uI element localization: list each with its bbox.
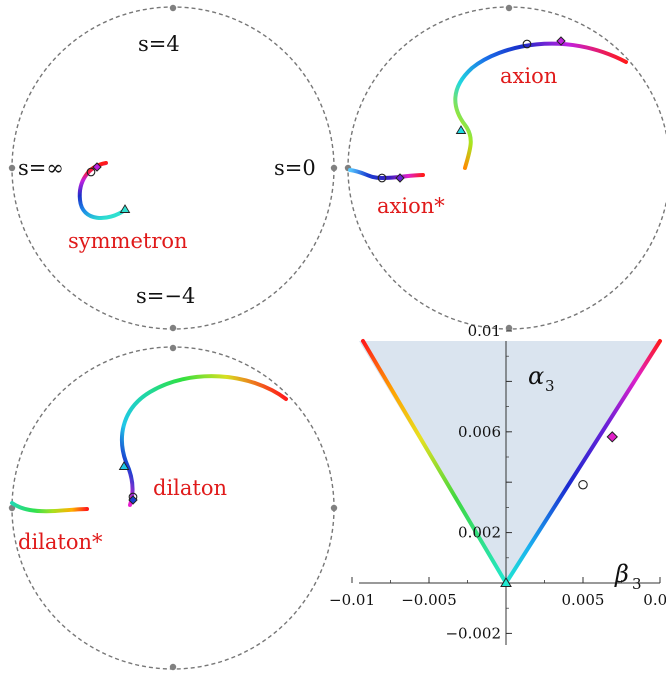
unit-circle — [347, 6, 666, 330]
label-dilaton: dilaton — [153, 476, 227, 500]
x-tick-label: −0.01 — [329, 591, 375, 609]
diamond-marker — [92, 162, 102, 172]
triangle-marker — [455, 125, 467, 134]
diamond-marker — [128, 495, 138, 505]
pole-marker — [330, 164, 338, 172]
allowed-region — [359, 341, 660, 583]
label-axion-star: axion* — [377, 194, 445, 218]
label-dilaton-star: dilaton* — [18, 530, 103, 554]
unit-circle — [11, 346, 335, 670]
axion-curve — [453, 41, 628, 170]
pole-marker — [169, 4, 177, 12]
right-boundary-curve — [504, 339, 662, 585]
circle-marker — [86, 167, 96, 177]
pole-marker — [169, 344, 177, 352]
dilaton-star-curve — [10, 501, 89, 514]
pole-marker — [169, 663, 177, 671]
y-tick-label: 0.006 — [458, 423, 501, 441]
label-axion: axion — [500, 64, 557, 88]
x-tick-label: −0.005 — [401, 591, 457, 609]
symmetron-curve — [77, 161, 127, 221]
x-tick-label: 0.005 — [562, 591, 605, 609]
pole-marker — [505, 324, 513, 332]
y-tick-label: 0.01 — [468, 322, 501, 340]
y-axis-label-subscript: 3 — [545, 377, 555, 395]
panel-bottom-left: dilaton dilaton* — [8, 344, 338, 671]
triangle-marker — [118, 461, 130, 470]
circle-marker — [578, 479, 588, 490]
y-tick-label: −0.002 — [445, 624, 501, 642]
x-tick-label: 0.01 — [643, 591, 666, 609]
x-axis-label-subscript: 3 — [632, 575, 642, 593]
pole-marker — [8, 164, 16, 172]
panel-top-right: axion axion* — [344, 4, 666, 332]
chart-alpha3-vs-beta3: −0.01 −0.005 0.005 0.01 0.01 0.006 0.002 −0.002… — [329, 322, 666, 645]
label-symmetron: symmetron — [68, 229, 188, 253]
y-axis-label: α — [528, 362, 544, 390]
label-s-infinity: s=∞ — [18, 156, 64, 180]
triangle-marker — [500, 577, 512, 587]
diamond-marker — [395, 173, 405, 183]
y-tick-label: 0.002 — [458, 524, 501, 542]
pole-marker — [8, 504, 16, 512]
panel-top-left: s=4 s=∞ s=0 s=−4 symmetron — [8, 4, 338, 332]
diamond-marker — [606, 431, 618, 443]
dilaton-curve — [119, 374, 288, 507]
diamond-marker — [556, 36, 566, 46]
left-boundary-curve — [361, 339, 508, 585]
pole-marker — [330, 504, 338, 512]
pole-marker — [169, 324, 177, 332]
triangle-marker — [119, 204, 131, 213]
label-s-4: s=4 — [138, 32, 180, 56]
label-s-0: s=0 — [274, 156, 316, 180]
label-s-minus-4: s=−4 — [136, 284, 195, 308]
circle-marker — [522, 39, 532, 49]
pole-marker — [505, 4, 513, 12]
circle-marker — [377, 173, 387, 183]
x-axis-label: β — [614, 560, 629, 588]
axion-star-curve — [348, 168, 425, 181]
